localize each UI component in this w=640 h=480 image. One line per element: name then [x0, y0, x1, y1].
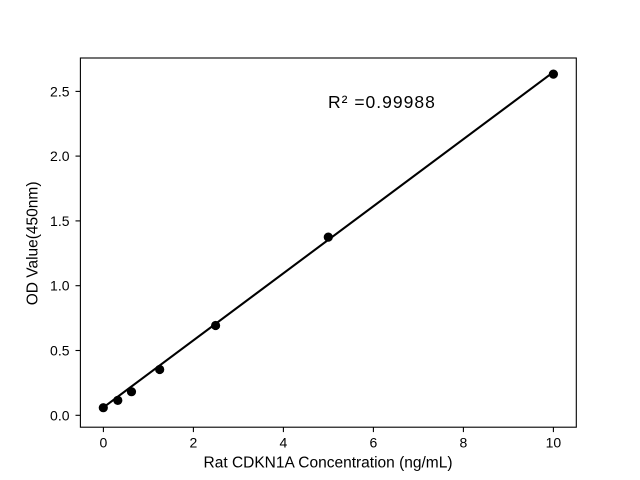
svg-text:10: 10 — [546, 435, 562, 451]
svg-text:1.0: 1.0 — [50, 278, 70, 294]
svg-text:0.0: 0.0 — [50, 407, 70, 423]
svg-text:1.5: 1.5 — [50, 213, 70, 229]
svg-text:6: 6 — [370, 435, 378, 451]
svg-text:2: 2 — [190, 435, 198, 451]
svg-text:2.0: 2.0 — [50, 148, 70, 164]
svg-text:0.5: 0.5 — [50, 343, 70, 359]
svg-text:Rat CDKN1A Concentration (ng/m: Rat CDKN1A Concentration (ng/mL) — [204, 455, 453, 472]
svg-text:R² =0.99988: R² =0.99988 — [328, 92, 436, 112]
svg-text:8: 8 — [460, 435, 468, 451]
svg-text:OD Value(450nm): OD Value(450nm) — [25, 182, 42, 306]
svg-text:2.5: 2.5 — [50, 83, 70, 99]
svg-text:4: 4 — [280, 435, 288, 451]
svg-text:0: 0 — [100, 435, 108, 451]
